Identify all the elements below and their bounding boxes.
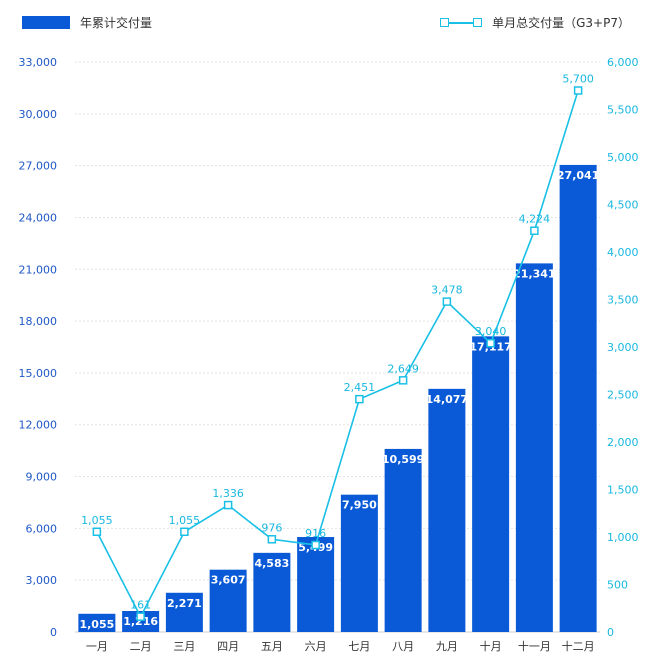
line-point <box>223 500 233 510</box>
line-point <box>486 338 495 348</box>
right-axis-tick-label: 6,000 <box>607 56 639 69</box>
x-axis-tick-label: 八月 <box>392 640 414 653</box>
bar-data-label: 1,216 <box>123 615 158 628</box>
right-axis-tick-label: 500 <box>607 579 628 592</box>
right-axis-tick-label: 1,500 <box>607 484 639 497</box>
line-data-label: 1,336 <box>212 487 244 500</box>
line-point <box>355 394 364 404</box>
bar <box>297 537 335 632</box>
x-axis-tick-label: 十二月 <box>562 639 595 653</box>
x-axis-tick-label: 四月 <box>217 640 239 653</box>
left-axis-tick-label: 0 <box>50 626 57 639</box>
bar <box>165 592 203 632</box>
line-data-label: 2,451 <box>344 381 376 394</box>
right-axis-tick-label: 2,000 <box>607 436 639 449</box>
line-point <box>136 612 145 621</box>
bar-data-label: 1,055 <box>79 618 114 631</box>
line-data-label: 161 <box>130 599 151 612</box>
line-data-label: 3,478 <box>431 284 463 297</box>
left-axis-tick-label: 15,000 <box>19 367 58 380</box>
line-point <box>398 376 408 385</box>
line-data-label: 3,040 <box>475 325 507 338</box>
right-axis-tick-label: 4,500 <box>607 199 639 212</box>
legend-bar-label: 年累计交付量 <box>80 15 153 30</box>
line-data-label: 916 <box>305 527 326 540</box>
x-axis-tick-label: 二月 <box>130 640 152 653</box>
line-data-label: 1,055 <box>169 514 201 527</box>
line-data-label: 2,649 <box>387 362 419 375</box>
bar-data-label: 4,583 <box>254 557 289 570</box>
bar <box>428 388 466 632</box>
line-point <box>311 540 320 550</box>
line-data-label: 1,055 <box>81 514 113 527</box>
line-point <box>530 226 539 235</box>
bar-data-label: 10,599 <box>382 453 424 466</box>
bar-data-label: 2,271 <box>167 597 202 610</box>
line-data-label: 976 <box>261 521 282 534</box>
bar-data-label: 27,041 <box>557 169 599 182</box>
right-axis-tick-label: 2,500 <box>607 389 639 402</box>
bar-data-label: 3,607 <box>211 574 246 587</box>
right-axis-tick-label: 1,000 <box>607 531 639 544</box>
line-point <box>92 527 102 537</box>
left-axis-tick-label: 33,000 <box>19 56 58 69</box>
left-axis-tick-label: 21,000 <box>19 263 58 276</box>
x-axis-tick-label: 六月 <box>305 640 327 653</box>
left-axis-tick-label: 30,000 <box>19 108 58 121</box>
x-axis-tick-label: 七月 <box>348 640 370 653</box>
left-axis-tick-label: 6,000 <box>26 522 58 535</box>
bar-data-label: 7,950 <box>342 499 377 512</box>
bar <box>559 164 597 633</box>
line-data-label: 4,224 <box>519 213 551 226</box>
left-axis-tick-label: 12,000 <box>19 419 58 432</box>
line-point <box>267 535 277 544</box>
left-axis-tick-label: 3,000 <box>26 574 58 587</box>
line-point <box>573 86 583 95</box>
right-axis-tick-label: 5,500 <box>607 104 639 117</box>
legend-bar-item: 年累计交付量 <box>22 8 152 36</box>
bar-data-label: 14,077 <box>426 393 468 406</box>
right-axis-tick-label: 4,000 <box>607 246 639 259</box>
legend-bar-swatch <box>22 15 70 29</box>
left-axis-tick-label: 27,000 <box>19 160 58 173</box>
line-point <box>442 297 452 306</box>
line-point <box>180 527 189 537</box>
x-axis-tick-label: 一月 <box>86 640 108 653</box>
line-data-label: 5,700 <box>562 73 594 86</box>
left-axis-tick-label: 9,000 <box>26 471 58 484</box>
left-axis-tick-label: 18,000 <box>19 315 58 328</box>
bar <box>253 552 291 632</box>
bar <box>472 336 510 632</box>
right-axis-tick-label: 3,000 <box>607 341 639 354</box>
right-axis-tick-label: 3,500 <box>607 294 639 307</box>
x-axis-tick-label: 三月 <box>173 640 195 653</box>
legend-line-swatch <box>440 16 483 29</box>
right-axis-tick-label: 0 <box>607 626 614 639</box>
x-axis-tick-label: 九月 <box>436 640 458 653</box>
line-series <box>96 90 579 619</box>
bar <box>122 610 160 632</box>
right-axis-tick-label: 5,000 <box>607 151 639 164</box>
legend-line-label: 单月总交付量（G3+P7） <box>492 15 630 30</box>
bar <box>78 613 116 632</box>
bar-data-label: 21,341 <box>513 267 555 280</box>
x-axis-tick-label: 十月 <box>480 639 502 653</box>
legend-line-item: 单月总交付量（G3+P7） <box>440 8 630 36</box>
bar <box>384 448 422 632</box>
left-axis-tick-label: 24,000 <box>19 211 58 224</box>
bar <box>515 263 553 632</box>
x-axis-tick-label: 五月 <box>261 640 283 653</box>
x-axis-tick-label: 十一月 <box>518 639 551 653</box>
bar <box>340 494 378 632</box>
bar <box>209 569 247 632</box>
